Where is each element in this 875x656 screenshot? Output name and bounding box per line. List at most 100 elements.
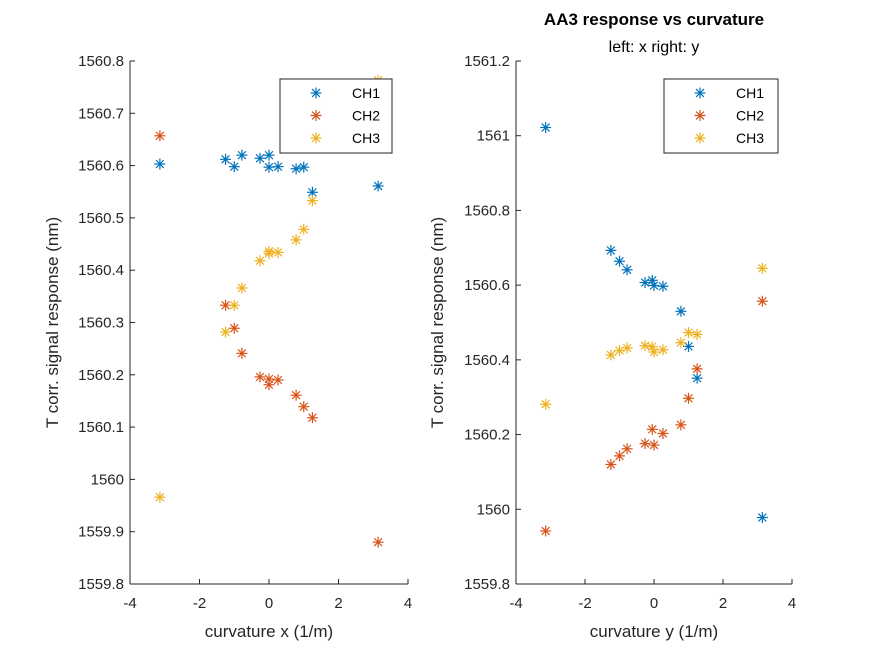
x-axis-label: curvature x (1/m) [205,622,333,641]
data-point [648,280,660,292]
legend-marker [694,110,706,121]
data-point [254,152,266,164]
data-point [290,389,302,401]
x-tick-label: 0 [265,595,273,612]
x-tick-label: 0 [650,595,658,612]
y-tick-label: 1560.3 [78,315,124,332]
data-point [220,153,232,165]
data-point [263,149,275,161]
data-point [272,246,284,258]
data-point [691,328,703,340]
data-point [648,439,660,451]
figure-title: AA3 response vs curvature [544,10,764,29]
y-tick-label: 1561 [477,128,510,145]
data-point [646,423,658,435]
legend: CH1 CH2 CH3 [279,78,393,154]
figure-subtitle: left: x right: y [609,39,700,56]
data-point [621,264,633,276]
y-tick-label: 1560.6 [464,277,510,294]
legend-marker [694,132,706,144]
data-point [306,412,318,424]
data-point [298,161,310,173]
data-point [657,280,669,292]
y-tick-label: 1560.8 [464,202,510,219]
legend-entry: CH2 [352,108,380,124]
data-point [675,419,687,431]
y-tick-label: 1561.2 [464,53,510,70]
legend-marker [694,87,706,99]
y-tick-label: 1560.1 [78,419,124,436]
data-point [298,223,310,235]
data-point [639,438,651,450]
y-tick-label: 1560.6 [78,158,124,175]
data-point [272,374,284,386]
data-point [228,322,240,334]
data-point [683,327,694,339]
data-point [639,340,651,352]
legend-entry: CH1 [352,85,380,101]
legend-entry: CH2 [736,108,764,124]
data-point [154,491,166,503]
right-panel: -4 -2 0 2 4 1559.8 1560 1560.2 1560.4 1560.6 1560.… [428,53,796,641]
data-point [236,149,248,161]
series-ch1 [540,121,768,524]
y-tick-label: 1560 [91,471,124,488]
y-tick-label: 1560.2 [78,367,124,384]
legend-box [663,78,779,154]
data-point [657,344,669,356]
legend-entry: CH1 [736,85,764,101]
data-point [614,255,625,267]
legend-entry: CH3 [352,130,380,146]
data-point [621,342,633,354]
data-point [756,295,768,307]
data-point [683,392,694,404]
data-point [290,234,302,246]
y-tick-label: 1559.8 [464,576,510,593]
data-point [306,195,318,207]
data-point [646,341,658,353]
data-point [756,262,768,274]
y-tick-label: 1560.5 [78,210,124,227]
data-point [254,255,266,267]
series-ch2 [154,130,384,548]
legend-entry: CH3 [736,130,764,146]
y-axis-label: T corr. signal response (nm) [43,217,62,428]
data-point [154,130,166,142]
y-tick-label: 1559.9 [78,524,124,541]
data-point [228,161,240,173]
data-point [691,363,703,375]
x-tick-label: 2 [719,595,727,612]
x-tick-label: 2 [334,595,342,612]
legend-marker [310,110,322,121]
data-point [605,458,617,470]
x-axis-label: curvature y (1/m) [590,622,718,641]
legend: CH1 CH2 CH3 [663,78,779,154]
y-tick-label: 1560.4 [464,352,510,369]
legend-marker [310,132,322,144]
legend-marker [310,87,322,99]
x-tick-label: -4 [509,595,522,612]
legend-box [279,78,393,154]
data-point [154,158,166,170]
data-point [372,536,384,548]
data-point [220,326,232,338]
data-point [540,398,552,410]
data-point [372,180,384,192]
data-point [605,349,617,361]
data-point [657,427,669,439]
data-point [756,512,768,524]
x-tick-label: 4 [404,595,412,612]
data-point [614,450,625,462]
data-point [254,371,266,383]
x-tick-label: -2 [578,595,591,612]
data-point [263,379,275,391]
x-tick-label: -2 [193,595,206,612]
y-tick-label: 1560 [477,501,510,518]
data-point [639,277,651,289]
y-tick-label: 1560.2 [464,427,510,444]
x-tick-label: -4 [123,595,136,612]
x-tick-label: 4 [788,595,796,612]
series-ch3 [540,262,768,410]
data-point [605,244,617,256]
